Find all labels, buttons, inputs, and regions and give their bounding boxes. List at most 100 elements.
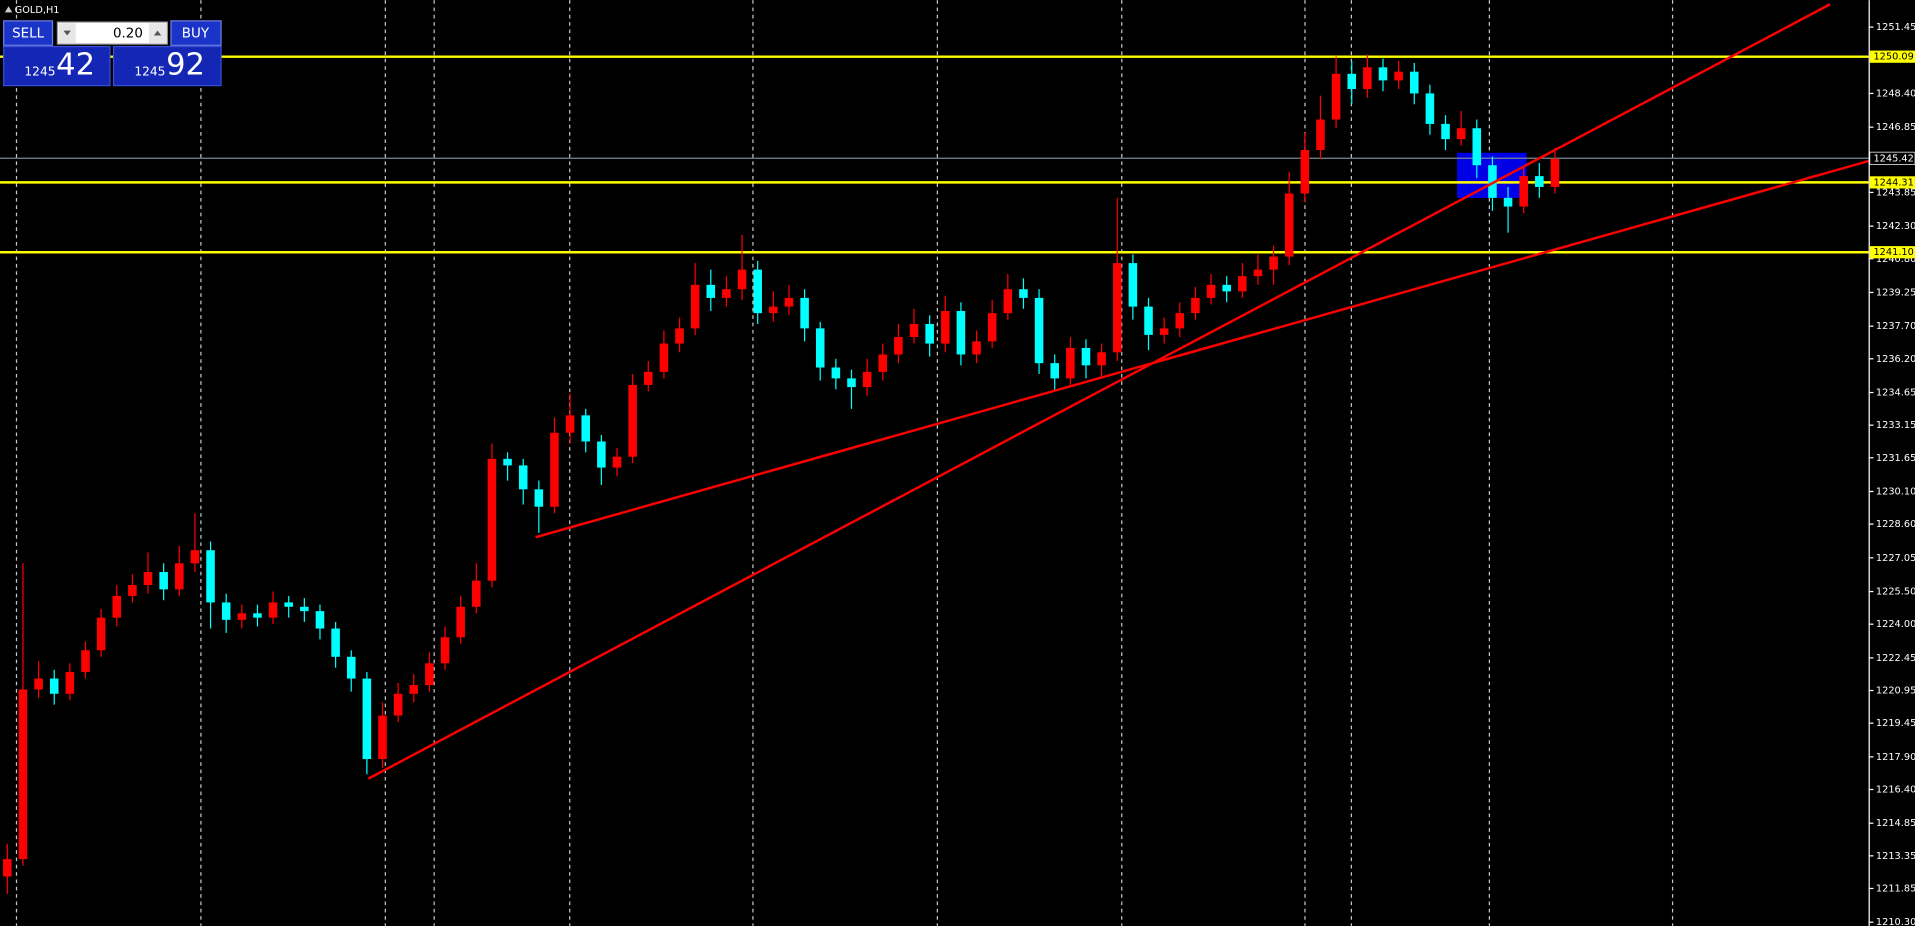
y-tick-label: 1237.70 — [1876, 321, 1915, 332]
candle-body — [972, 341, 981, 355]
level-label: 1244.31 — [1873, 177, 1913, 188]
level-label-box — [1869, 176, 1915, 189]
candle-body — [96, 617, 106, 651]
candle-body — [18, 689, 28, 860]
candle-body — [425, 663, 434, 686]
candle-body — [612, 456, 622, 468]
y-tick-label: 1227.05 — [1876, 553, 1915, 564]
candle-body — [487, 458, 497, 581]
candle-body — [65, 672, 75, 694]
y-tick-label: 1240.80 — [1876, 254, 1915, 265]
candle-body — [925, 324, 934, 344]
ask-box[interactable] — [112, 45, 222, 87]
candle-body — [722, 289, 731, 298]
collapse-icon[interactable] — [4, 6, 13, 13]
y-tick-label: 1236.20 — [1876, 354, 1915, 365]
candle-body — [472, 580, 481, 607]
candle-body — [393, 693, 403, 716]
candle-body — [1081, 347, 1091, 366]
candle-body — [878, 354, 888, 372]
candle-body — [1253, 269, 1263, 277]
candle-body — [3, 859, 12, 877]
bid-box[interactable] — [3, 45, 111, 87]
y-tick-label: 1222.45 — [1876, 653, 1915, 664]
trendline — [535, 159, 1870, 539]
trade-panel: SELL 0.20 BUY 1245 42 1245 92 — [3, 20, 222, 87]
y-tick-label: 1234.65 — [1876, 388, 1915, 399]
candle-body — [862, 371, 872, 388]
candle-body — [1363, 67, 1372, 90]
candle-body — [440, 637, 450, 664]
y-tick-label: 1242.30 — [1876, 221, 1915, 232]
down-arrow — [63, 30, 71, 36]
candle-body — [550, 432, 559, 507]
candle-body — [1238, 276, 1247, 292]
candle-body — [346, 656, 356, 679]
candle-body — [143, 571, 153, 586]
ask-small: 92 — [166, 48, 205, 83]
candle-body — [300, 606, 309, 612]
y-tick-label: 1220.95 — [1876, 686, 1915, 697]
candle-body — [941, 310, 950, 344]
candle-body — [675, 328, 684, 344]
volume: 0.20 — [113, 27, 143, 42]
candle-body — [1066, 347, 1075, 379]
candle-body — [706, 284, 716, 298]
y-tick-label: 1243.85 — [1876, 187, 1915, 198]
y-tick-label: 1211.85 — [1876, 883, 1915, 894]
candle-body — [81, 650, 90, 673]
y-tick-label: 1228.60 — [1876, 519, 1915, 530]
y-tick-label: 1225.50 — [1876, 587, 1915, 598]
candle-body — [1472, 128, 1482, 166]
y-tick-label: 1216.40 — [1876, 784, 1915, 795]
candle-body — [1191, 297, 1200, 314]
candle-body — [518, 465, 528, 490]
candle-body — [1503, 197, 1513, 207]
y-tick-label: 1214.85 — [1876, 818, 1915, 829]
y-tick-label: 1219.45 — [1876, 718, 1915, 729]
candle-body — [1316, 119, 1325, 150]
candle-body — [1003, 289, 1013, 314]
candle-body — [847, 378, 856, 388]
level-label-box — [1869, 246, 1915, 259]
y-tick-label: 1251.45 — [1876, 22, 1915, 33]
candle-body — [1535, 176, 1544, 187]
volume-box[interactable] — [56, 21, 168, 45]
candle-body — [628, 384, 637, 457]
last-price-label: 1245.42 — [1873, 153, 1913, 164]
candle-body — [534, 489, 544, 507]
candle-body — [643, 371, 653, 385]
sell-button[interactable] — [3, 20, 54, 46]
y-tick-label: 1224.00 — [1876, 619, 1915, 630]
candle-body — [1441, 123, 1450, 140]
candle-body — [128, 585, 137, 596]
candle-body — [456, 606, 465, 638]
candle-body — [1050, 363, 1059, 379]
last-price-box — [1869, 151, 1915, 165]
buy-button[interactable] — [170, 20, 222, 46]
candle-body — [1378, 67, 1388, 81]
candle-body — [1300, 149, 1310, 194]
plot — [0, 3, 1870, 894]
trendline — [367, 3, 1831, 780]
candle-body — [206, 550, 215, 603]
candle-body — [268, 602, 278, 618]
candle-body — [1128, 263, 1138, 307]
candle-body — [1019, 289, 1028, 298]
ask-big: 1245 — [134, 65, 165, 79]
candle-body — [784, 297, 794, 307]
candle-body — [659, 343, 669, 372]
candle-body — [221, 602, 231, 620]
candle-body — [331, 628, 340, 657]
candle-body — [956, 310, 966, 355]
candle-body — [237, 613, 247, 620]
chart-title: GOLD,H1 — [15, 5, 60, 16]
candle-body — [253, 613, 262, 618]
level-label: 1241.10 — [1873, 247, 1913, 258]
y-tick-label: 1231.65 — [1876, 453, 1915, 464]
bid-small: 42 — [56, 48, 95, 83]
sell-label: SELL — [12, 27, 44, 42]
candle-body — [1347, 73, 1357, 90]
